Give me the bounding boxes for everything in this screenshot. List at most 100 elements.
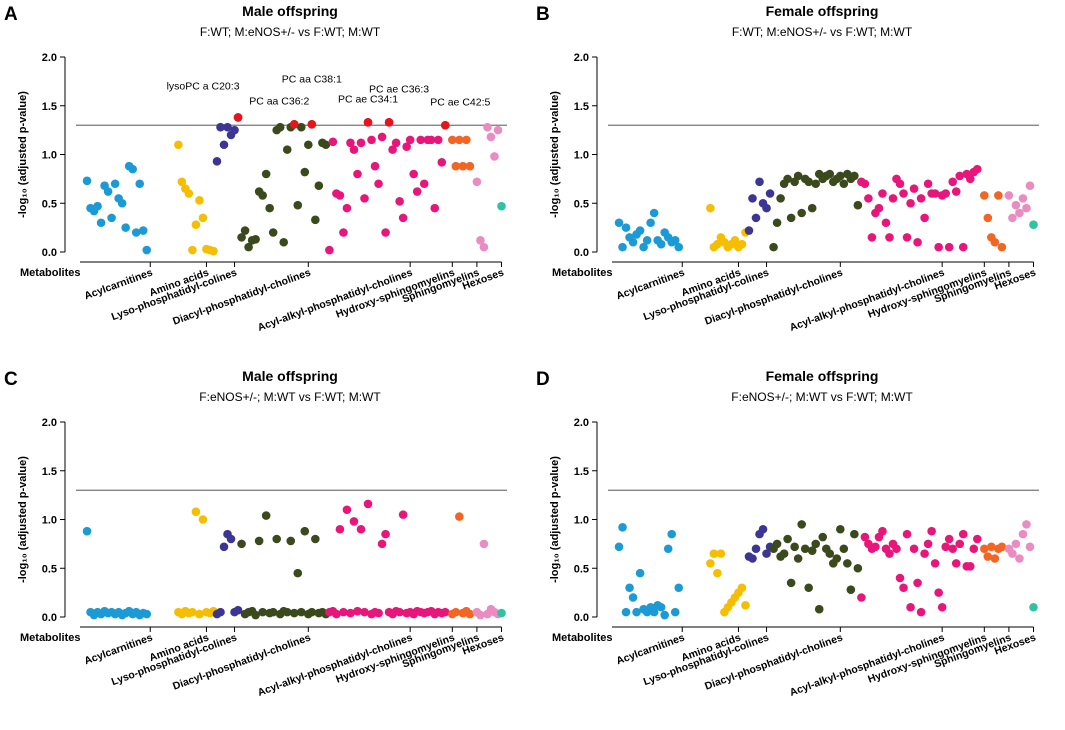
data-point [462, 135, 471, 145]
data-point [117, 198, 127, 208]
data-point [353, 606, 362, 616]
data-point [135, 179, 145, 189]
data-point [335, 191, 345, 200]
data-point [349, 145, 359, 154]
data-point [621, 223, 631, 232]
data-point [983, 552, 993, 561]
data-point [850, 171, 859, 181]
data-point [758, 524, 768, 534]
data-point [772, 218, 782, 228]
y-tick-label: 0.0 [574, 247, 589, 259]
data-point [867, 233, 877, 242]
data-point [191, 507, 201, 516]
data-point [426, 135, 436, 145]
data-point [748, 194, 757, 203]
data-point [121, 223, 130, 232]
data-point [237, 539, 246, 549]
data-point [994, 191, 1003, 200]
data-point [476, 236, 485, 245]
data-point [857, 593, 866, 602]
y-tick-label: 1.0 [574, 150, 589, 162]
data-point [804, 583, 813, 593]
data-point [103, 187, 113, 196]
data-point [892, 544, 901, 554]
y-tick-label: 1.5 [574, 101, 589, 113]
data-point [941, 542, 950, 552]
chart-subtitle: F:WT; M:eNOS+/- vs F:WT; M:WT [732, 25, 913, 39]
chart-subtitle: F:WT; M:eNOS+/- vs F:WT; M:WT [200, 25, 381, 39]
data-point [797, 520, 806, 529]
data-point [663, 544, 673, 554]
panel-letter: A [4, 4, 18, 25]
data-point [1025, 181, 1035, 190]
data-point [864, 194, 873, 203]
data-point [96, 218, 106, 228]
annotated-point [289, 119, 299, 129]
data-point [660, 610, 669, 620]
data-point [1015, 554, 1024, 563]
data-point [944, 534, 954, 544]
data-point [349, 517, 359, 526]
data-point [618, 523, 627, 532]
data-point [1029, 220, 1038, 229]
annotation: PC ae C36:3 [369, 83, 429, 95]
data-point [737, 583, 747, 593]
data-point [346, 608, 355, 618]
panel: D Female offspring F:eNOS+/-; M:WT vs F:WT… [536, 368, 1039, 699]
data-point [188, 607, 197, 617]
y-axis-label: -log₁₀ (adjusted p-value) [17, 91, 29, 218]
data-point [465, 161, 475, 171]
data-point [448, 135, 457, 145]
data-point [198, 213, 208, 223]
annotated-point [307, 119, 317, 129]
data-point [958, 242, 968, 252]
data-point [948, 544, 958, 554]
data-point [885, 233, 894, 242]
data-point [293, 200, 303, 210]
data-point [226, 534, 236, 544]
data-point [233, 605, 243, 615]
data-point [814, 604, 824, 614]
group-label: Acylcarnitines [615, 266, 687, 302]
data-point [639, 242, 648, 252]
data-point [258, 607, 267, 617]
data-point [275, 122, 285, 132]
data-point [405, 135, 415, 145]
data-point [730, 236, 740, 245]
data-point [965, 174, 975, 184]
data-point [656, 239, 666, 249]
data-point [265, 203, 274, 213]
data-point [1015, 208, 1024, 218]
data-point [486, 132, 496, 142]
data-point [268, 228, 278, 237]
data-point [198, 515, 208, 524]
y-tick-label: 2.0 [42, 417, 57, 429]
data-point [614, 542, 624, 552]
data-point [455, 512, 464, 521]
data-point [82, 176, 92, 186]
data-point [479, 242, 489, 252]
data-point [804, 177, 813, 187]
data-point [843, 559, 852, 568]
data-point [433, 135, 443, 145]
data-point [762, 549, 771, 558]
group-label: Acylcarnitines [615, 631, 687, 667]
data-point [980, 544, 989, 554]
data-point [412, 187, 422, 196]
data-point [479, 539, 489, 549]
panel-letter: B [536, 4, 550, 25]
data-point [997, 542, 1007, 552]
data-point [493, 125, 503, 135]
data-point [1022, 203, 1031, 213]
data-point [800, 544, 810, 554]
data-point [296, 607, 306, 617]
data-point [377, 539, 387, 549]
data-point [177, 177, 187, 187]
data-point [209, 246, 218, 256]
data-point [930, 559, 940, 568]
data-point [251, 610, 260, 620]
data-point [846, 585, 856, 594]
y-tick-label: 0.5 [42, 198, 57, 210]
data-point [772, 539, 782, 549]
data-point [825, 549, 835, 558]
